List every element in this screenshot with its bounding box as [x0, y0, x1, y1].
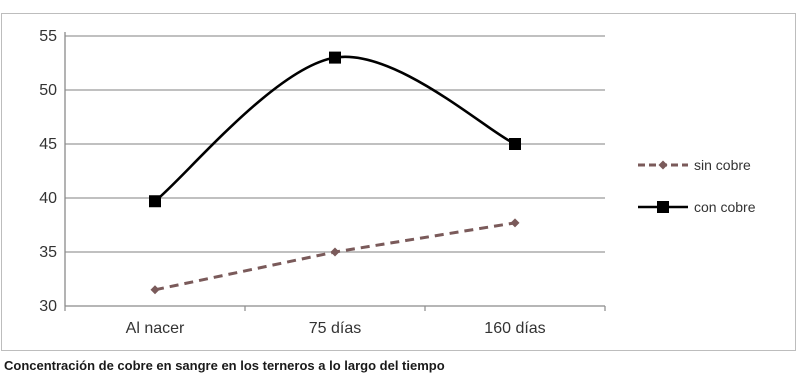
axes — [64, 32, 606, 311]
legend-label-sin-cobre: sin cobre — [694, 157, 751, 173]
data-point-con-cobre — [329, 51, 341, 64]
data-point-sin-cobre — [150, 285, 160, 295]
y-tick-label: 35 — [39, 244, 57, 261]
x-tick-labels: Al nacer 75 días 160 días — [126, 320, 546, 337]
y-tick-label: 40 — [39, 190, 57, 207]
y-tick-label: 45 — [39, 136, 57, 153]
legend-label-con-cobre: con cobre — [694, 199, 756, 215]
chart-caption: Concentración de cobre en sangre en los … — [4, 358, 445, 373]
series-line-con-cobre — [154, 55, 516, 203]
gridlines — [65, 35, 605, 253]
legend: sin cobre con cobre — [638, 157, 756, 215]
data-point-sin-cobre — [510, 218, 520, 228]
series-lines — [149, 51, 521, 295]
x-tick-label: 160 días — [484, 320, 545, 337]
data-point-con-cobre — [149, 195, 161, 208]
data-point-sin-cobre — [330, 247, 340, 257]
y-tick-label: 55 — [39, 28, 57, 45]
data-point-con-cobre — [509, 138, 521, 150]
chart-frame — [1, 13, 796, 351]
x-tick-label: Al nacer — [126, 320, 185, 337]
y-tick-label: 50 — [39, 82, 57, 99]
legend-marker-con-cobre — [657, 201, 669, 213]
legend-marker-sin-cobre — [658, 160, 668, 170]
y-tick-labels: 30 35 40 45 50 55 — [39, 28, 57, 315]
x-tick-label: 75 días — [309, 320, 361, 337]
y-tick-label: 30 — [39, 298, 57, 315]
